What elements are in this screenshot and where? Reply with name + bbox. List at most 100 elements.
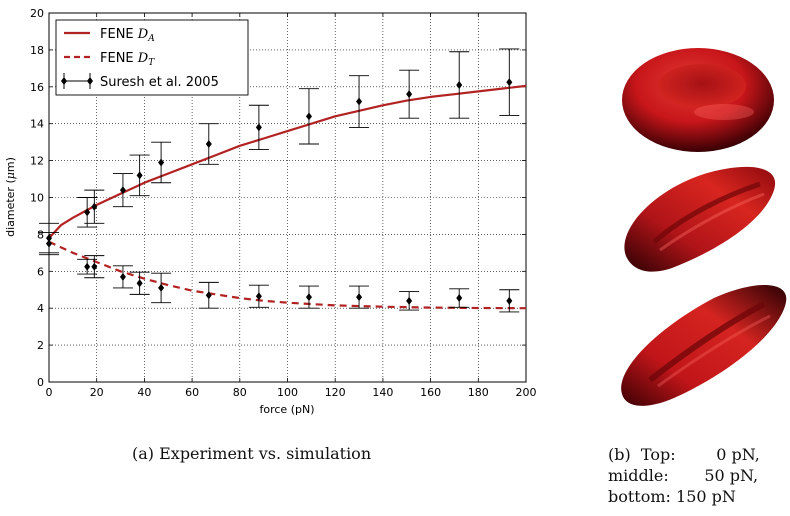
y-tick-label: 16 (30, 81, 44, 94)
data-point (399, 69, 420, 119)
diamond-marker (456, 80, 463, 89)
data-point (449, 288, 470, 308)
y-tick-label: 0 (37, 376, 44, 389)
diamond-marker (305, 293, 312, 302)
diamond-marker (158, 158, 165, 167)
x-tick-label: 120 (325, 386, 346, 399)
y-tick-label: 6 (37, 265, 44, 278)
caption-b-line2: middle: 50 pN, (608, 466, 759, 485)
data-point (298, 88, 319, 145)
diamond-marker (356, 293, 363, 302)
data-point (198, 123, 219, 165)
x-tick-label: 80 (233, 386, 247, 399)
legend-marker-suresh (61, 73, 93, 89)
data-point (499, 289, 520, 313)
diamond-marker (406, 90, 413, 99)
y-tick-label: 14 (30, 118, 44, 131)
diamond-marker (255, 123, 262, 132)
diamond-marker (406, 296, 413, 305)
data-point (248, 104, 269, 150)
data-point (112, 265, 133, 289)
data-point (112, 173, 133, 208)
diamond-marker (356, 97, 363, 106)
legend-dt-sub: T (148, 58, 155, 68)
diamond-marker (46, 239, 52, 248)
rbc-images (614, 40, 790, 420)
y-axis-label: diameter (μm) (4, 157, 17, 237)
y-axis-label-mu: μ (4, 172, 17, 179)
x-tick-label: 200 (516, 386, 537, 399)
legend: FENE DA FENE DT Suresh et al. 2005 (55, 19, 249, 96)
diamond-marker (205, 291, 212, 300)
diamond-marker (136, 279, 143, 288)
data-point (84, 189, 105, 224)
data-point (129, 271, 150, 295)
legend-label-suresh: Suresh et al. 2005 (100, 75, 219, 90)
x-tick-label: 140 (372, 386, 393, 399)
data-point (151, 141, 172, 184)
x-tick-label: 0 (46, 386, 53, 399)
data-point (349, 75, 370, 128)
x-tick-label: 60 (185, 386, 199, 399)
series-line-fene-dt (48, 240, 527, 310)
data-point (399, 291, 420, 311)
diamond-marker (119, 186, 126, 195)
caption-a: (a) Experiment vs. simulation (132, 444, 372, 463)
x-tick-label: 160 (420, 386, 441, 399)
legend-dt-math: D (137, 51, 149, 66)
y-tick-label: 10 (30, 192, 44, 205)
legend-da-prefix: FENE (100, 27, 138, 42)
x-tick-label: 100 (277, 386, 298, 399)
data-point (129, 154, 150, 197)
legend-dt-prefix: FENE (100, 51, 138, 66)
data-point (298, 285, 319, 309)
rbc-bottom-image (621, 284, 787, 406)
caption-b-line3: bottom: 150 pN (608, 487, 736, 506)
y-tick-label: 20 (30, 7, 44, 20)
diamond-marker (158, 283, 165, 292)
diamond-marker (84, 262, 91, 271)
caption-b: (b) Top: 0 pN, middle: 50 pN, bottom: 150 … (608, 444, 760, 507)
data-point (84, 255, 105, 279)
data-point (349, 285, 370, 309)
y-tick-label: 2 (37, 339, 44, 352)
diamond-marker (119, 272, 126, 281)
diamond-marker (136, 171, 143, 180)
diamond-marker (255, 292, 262, 301)
legend-da-math: D (137, 27, 149, 42)
diamond-marker (506, 78, 513, 87)
x-tick-label: 20 (90, 386, 104, 399)
diamond-marker (205, 139, 212, 148)
y-tick-label: 4 (37, 302, 44, 315)
legend-da-sub: A (147, 34, 155, 44)
data-point (198, 281, 219, 309)
series-line-fene-da (48, 84, 527, 239)
series (39, 48, 527, 313)
chart: 0 20 40 60 80 100 120 140 160 180 200 0 2 4 6 8 10 12 14 16… (4, 7, 537, 416)
y-tick-label: 18 (30, 44, 44, 57)
data-point (151, 272, 172, 304)
data-point (449, 51, 470, 119)
diamond-marker (84, 208, 91, 217)
ticks: 0 20 40 60 80 100 120 140 160 180 200 0 2 4 6 8 10 12 14 16… (30, 7, 537, 399)
data-point (248, 284, 269, 308)
y-tick-label: 12 (30, 155, 44, 168)
diamond-marker (305, 112, 312, 121)
x-tick-label: 40 (137, 386, 151, 399)
legend-label-dt: FENE DT (100, 51, 155, 68)
diamond-marker (91, 262, 98, 271)
diamond-marker (456, 294, 463, 303)
y-axis-label-prefix: diameter ( (4, 179, 17, 237)
data-point (499, 48, 520, 116)
y-tick-label: 8 (37, 228, 44, 241)
data-point (77, 258, 98, 275)
rbc-top-image (622, 48, 774, 152)
y-axis-label-suffix: m) (4, 157, 17, 172)
x-axis-label: force (pN) (260, 403, 315, 416)
rbc-middle-image (624, 166, 776, 272)
caption-b-line1: (b) Top: 0 pN, (608, 445, 760, 464)
data-point (77, 197, 98, 228)
diamond-marker (91, 202, 98, 211)
legend-label-da: FENE DA (100, 27, 155, 44)
x-tick-label: 180 (468, 386, 489, 399)
